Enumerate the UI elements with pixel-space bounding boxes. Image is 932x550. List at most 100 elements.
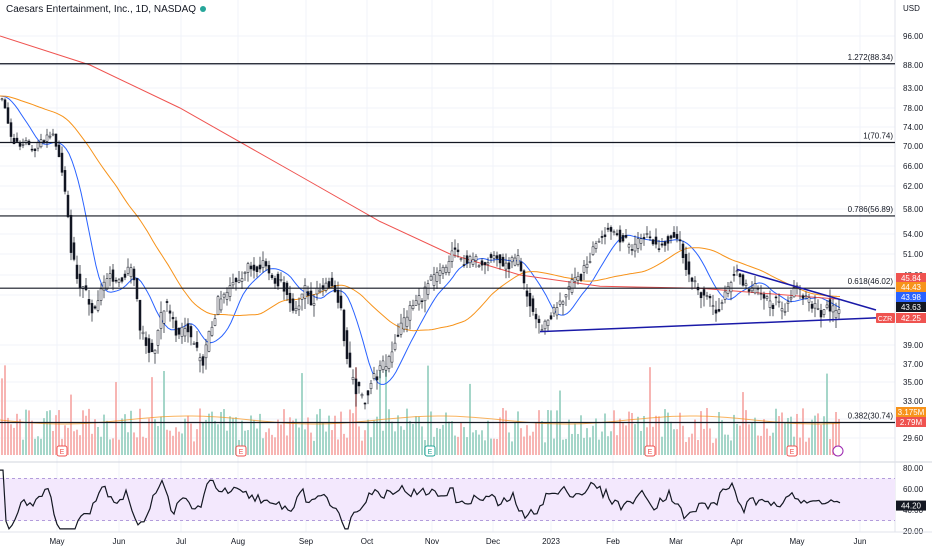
candle-body: [216, 296, 220, 315]
volume-bar: [103, 414, 105, 455]
volume-bar: [592, 425, 594, 455]
volume-bar: [490, 438, 492, 455]
volume-bar: [460, 422, 462, 455]
price-badge-bg: [896, 292, 926, 302]
time-axis-tick: Nov: [425, 537, 439, 546]
price-badge-bg: [896, 302, 926, 312]
volume-bar: [712, 442, 714, 455]
candle-body: [720, 302, 724, 304]
rsi-axis-tick: 60.00: [903, 485, 924, 494]
earnings-marker-box: [424, 445, 436, 457]
volume-bar: [715, 438, 717, 455]
candle-body: [705, 295, 709, 297]
price-axis-tick: 96.00: [903, 32, 924, 41]
volume-bar: [79, 435, 81, 455]
candle-body: [201, 356, 205, 366]
candle-body: [270, 274, 274, 278]
candle-body: [480, 260, 484, 266]
volume-bar: [73, 431, 75, 455]
volume-bar: [361, 440, 363, 455]
candle-body: [288, 292, 292, 304]
candle-body: [114, 279, 118, 282]
price-badge-text: 43.63: [901, 303, 922, 312]
volume-bar: [70, 394, 72, 455]
candle-body: [168, 310, 172, 314]
candle-body: [321, 285, 325, 290]
volume-bar: [316, 414, 318, 455]
volume-bar: [133, 432, 135, 455]
candle-body: [363, 402, 367, 405]
earnings-marker-icon[interactable]: E: [786, 445, 798, 457]
price-axis-tick: 58.00: [903, 205, 924, 214]
earnings-marker-icon[interactable]: E: [235, 445, 247, 457]
volume-bar: [445, 412, 447, 455]
earnings-marker-box: [56, 445, 68, 457]
volume-bar: [610, 431, 612, 455]
price-badge: 43.98: [896, 292, 926, 302]
volume-bar: [643, 416, 645, 455]
candle-body: [801, 295, 805, 299]
candle-body: [723, 291, 727, 300]
volume-bar: [163, 371, 165, 455]
candle-body: [393, 342, 397, 350]
candle-body: [822, 309, 826, 315]
event-flash-icon[interactable]: [832, 445, 844, 457]
volume-bar: [478, 434, 480, 455]
volume-bar: [814, 415, 816, 455]
candle-body: [513, 257, 517, 266]
candle-body: [429, 275, 433, 281]
candle-body: [828, 299, 832, 312]
candle-body: [819, 310, 823, 318]
candle-body: [672, 232, 676, 238]
candle-body: [279, 279, 283, 281]
candle-body: [72, 242, 76, 260]
candle-body: [246, 263, 250, 273]
volume-bar: [127, 432, 129, 455]
candle-body: [777, 300, 781, 303]
volume-bar: [718, 412, 720, 455]
candle-body: [417, 295, 421, 305]
candle-body: [459, 258, 463, 260]
earnings-marker-letter: E: [790, 449, 795, 456]
candle-body: [0, 98, 4, 100]
volume-bar: [544, 442, 546, 455]
volume-bar: [142, 436, 144, 455]
volume-bar: [520, 428, 522, 455]
candle-body: [45, 134, 49, 142]
volume-bar: [742, 392, 744, 455]
volume-bar: [343, 433, 345, 455]
candle-body: [99, 288, 103, 301]
volume-bar: [397, 415, 399, 455]
volume-bar: [430, 411, 432, 455]
candle-body: [306, 291, 310, 296]
volume-bar: [757, 435, 759, 455]
earnings-marker-icon[interactable]: E: [424, 445, 436, 457]
volume-bar: [799, 437, 801, 455]
candle-body: [156, 330, 160, 346]
candle-body: [558, 300, 562, 305]
volume-bar: [271, 434, 273, 455]
candle-body: [549, 315, 553, 320]
volume-bar: [415, 416, 417, 455]
price-badge-text: 3.175M: [898, 408, 925, 417]
volume-bar: [796, 413, 798, 455]
volume-bar: [46, 411, 48, 455]
price-badge-bg: [896, 282, 926, 292]
volume-bar: [586, 428, 588, 455]
volume-bar: [583, 437, 585, 455]
volume-bar: [31, 420, 33, 455]
time-axis-tick: Jun: [854, 537, 867, 546]
volume-bar: [619, 418, 621, 455]
candle-body: [87, 299, 91, 305]
volume-bar: [184, 418, 186, 455]
candle-body: [177, 328, 181, 335]
volume-bar: [16, 413, 18, 455]
volume-bar: [838, 419, 840, 455]
candle-body: [141, 331, 145, 335]
earnings-marker-icon[interactable]: E: [644, 445, 656, 457]
candle-body: [582, 265, 586, 273]
rsi-band: [0, 478, 895, 521]
earnings-marker-icon[interactable]: E: [56, 445, 68, 457]
volume-bar: [751, 422, 753, 455]
